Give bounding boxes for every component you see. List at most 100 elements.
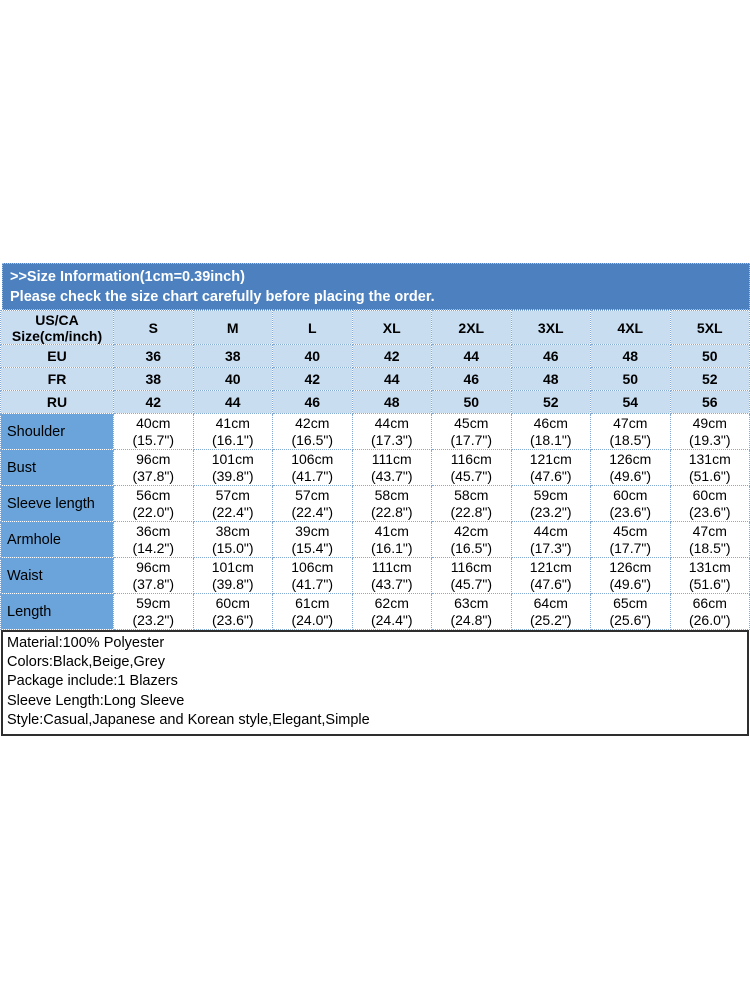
measurement-value-cell: 126cm (49.6")	[590, 557, 671, 594]
measurement-value-cell: 47cm (18.5")	[669, 521, 750, 558]
measurement-row: Waist 96cm (37.8") 101cm (39.8") 106cm (41.7")…	[0, 557, 750, 594]
measurement-value-cell: 58cm (22.8")	[351, 485, 432, 522]
size-info-title: >>Size Information(1cm=0.39inch)	[10, 269, 245, 285]
size-column-header: 3XL	[510, 310, 591, 345]
measurement-value-cell: 116cm (45.7")	[431, 449, 512, 486]
size-column-header: XL	[351, 310, 432, 345]
measurement-value-cell: 42cm (16.5")	[431, 521, 512, 558]
region-size-value: 50	[669, 344, 750, 368]
measurement-value-cell: 63cm (24.8")	[431, 593, 512, 630]
measurement-value-cell: 101cm (39.8")	[192, 557, 273, 594]
measurement-value-cell: 56cm (22.0")	[113, 485, 194, 522]
region-size-row: FR 38 40 42 44 46 48 50 52	[0, 367, 750, 391]
measurement-row: Shoulder 40cm (15.7") 41cm (16.1") 42cm (16.5"…	[0, 413, 750, 450]
size-header-row: US/CA Size(cm/inch) S M L XL 2XL 3XL 4XL 5XL	[0, 310, 750, 345]
corner-header-cell: US/CA Size(cm/inch)	[0, 310, 114, 345]
measurement-value-cell: 44cm (17.3")	[510, 521, 591, 558]
measurement-value-cell: 60cm (23.6")	[590, 485, 671, 522]
product-note-package: Package include:1 Blazers	[7, 673, 178, 690]
measurement-value-cell: 101cm (39.8")	[192, 449, 273, 486]
measurement-value-cell: 96cm (37.8")	[113, 449, 194, 486]
measurement-value-cell: 106cm (41.7")	[272, 449, 353, 486]
region-size-value: 50	[590, 367, 671, 391]
measurement-value-cell: 49cm (19.3")	[669, 413, 750, 450]
region-size-value: 44	[351, 367, 432, 391]
region-size-value: 42	[351, 344, 432, 368]
measurement-row: Length 59cm (23.2") 60cm (23.6") 61cm (24.0") 6…	[0, 593, 750, 630]
measurement-value-cell: 41cm (16.1")	[351, 521, 432, 558]
size-info-warning: Please check the size chart carefully be…	[10, 289, 435, 305]
measurement-row: Armhole 36cm (14.2") 38cm (15.0") 39cm (15.4")…	[0, 521, 750, 558]
measurement-value-cell: 121cm (47.6")	[510, 449, 591, 486]
measurement-value-cell: 59cm (23.2")	[113, 593, 194, 630]
region-size-value: 48	[351, 390, 432, 414]
measurement-value-cell: 59cm (23.2")	[510, 485, 591, 522]
measurement-value-cell: 106cm (41.7")	[272, 557, 353, 594]
measurement-value-cell: 46cm (18.1")	[510, 413, 591, 450]
measurement-value-cell: 40cm (15.7")	[113, 413, 194, 450]
measurement-value-cell: 62cm (24.4")	[351, 593, 432, 630]
measurement-row-label: Length	[0, 593, 114, 630]
measurement-value-cell: 66cm (26.0")	[669, 593, 750, 630]
measurement-value-cell: 41cm (16.1")	[192, 413, 273, 450]
measurement-value-cell: 45cm (17.7")	[431, 413, 512, 450]
measurement-value-cell: 131cm (51.6")	[669, 557, 750, 594]
measurement-value-cell: 131cm (51.6")	[669, 449, 750, 486]
region-row-label: RU	[0, 390, 114, 414]
measurement-value-cell: 60cm (23.6")	[669, 485, 750, 522]
region-size-value: 40	[192, 367, 273, 391]
product-note-colors: Colors:Black,Beige,Grey	[7, 654, 165, 671]
region-size-value: 56	[669, 390, 750, 414]
region-size-value: 38	[192, 344, 273, 368]
size-column-header: 4XL	[590, 310, 671, 345]
size-column-header: 2XL	[431, 310, 512, 345]
measurement-value-cell: 61cm (24.0")	[272, 593, 353, 630]
size-chart-sheet: >>Size Information(1cm=0.39inch) Please …	[0, 263, 750, 737]
measurement-value-cell: 126cm (49.6")	[590, 449, 671, 486]
measurement-value-cell: 39cm (15.4")	[272, 521, 353, 558]
measurement-value-cell: 58cm (22.8")	[431, 485, 512, 522]
measurement-value-cell: 111cm (43.7")	[351, 557, 432, 594]
measurement-row-label: Sleeve length	[0, 485, 114, 522]
size-column-header: S	[113, 310, 194, 345]
region-size-value: 44	[431, 344, 512, 368]
measurement-row: Bust 96cm (37.8") 101cm (39.8") 106cm (41.7") 1…	[0, 449, 750, 486]
region-size-value: 44	[192, 390, 273, 414]
measurement-row-label: Waist	[0, 557, 114, 594]
region-size-row: RU 42 44 46 48 50 52 54 56	[0, 390, 750, 414]
measurement-value-cell: 57cm (22.4")	[192, 485, 273, 522]
size-column-header: M	[192, 310, 273, 345]
size-column-header: 5XL	[669, 310, 750, 345]
measurement-value-cell: 111cm (43.7")	[351, 449, 432, 486]
measurement-value-cell: 44cm (17.3")	[351, 413, 432, 450]
region-size-value: 52	[669, 367, 750, 391]
size-column-header: L	[272, 310, 353, 345]
region-row-label: EU	[0, 344, 114, 368]
product-note-style: Style:Casual,Japanese and Korean style,E…	[7, 711, 370, 728]
region-size-value: 48	[590, 344, 671, 368]
measurement-value-cell: 45cm (17.7")	[590, 521, 671, 558]
measurement-row-label: Bust	[0, 449, 114, 486]
region-size-row: EU 36 38 40 42 44 46 48 50	[0, 344, 750, 368]
measurement-value-cell: 96cm (37.8")	[113, 557, 194, 594]
product-note-material: Material:100% Polyester	[7, 635, 165, 651]
measurement-value-cell: 42cm (16.5")	[272, 413, 353, 450]
region-size-value: 38	[113, 367, 194, 391]
measurement-value-cell: 38cm (15.0")	[192, 521, 273, 558]
measurement-row-label: Shoulder	[0, 413, 114, 450]
region-size-value: 42	[272, 367, 353, 391]
region-size-value: 48	[510, 367, 591, 391]
region-size-value: 50	[431, 390, 512, 414]
measurement-row-label: Armhole	[0, 521, 114, 558]
measurement-value-cell: 57cm (22.4")	[272, 485, 353, 522]
region-row-label: FR	[0, 367, 114, 391]
region-size-value: 46	[272, 390, 353, 414]
measurement-value-cell: 116cm (45.7")	[431, 557, 512, 594]
region-size-value: 46	[431, 367, 512, 391]
size-chart-table: US/CA Size(cm/inch) S M L XL 2XL 3XL 4XL 5XL EU 36 3…	[0, 310, 750, 630]
product-notes-box: Material:100% Polyester Colors:Black,Bei…	[1, 630, 749, 737]
region-size-value: 54	[590, 390, 671, 414]
measurement-row: Sleeve length 56cm (22.0") 57cm (22.4") 57cm(…	[0, 485, 750, 522]
region-size-value: 42	[113, 390, 194, 414]
measurement-value-cell: 47cm (18.5")	[590, 413, 671, 450]
